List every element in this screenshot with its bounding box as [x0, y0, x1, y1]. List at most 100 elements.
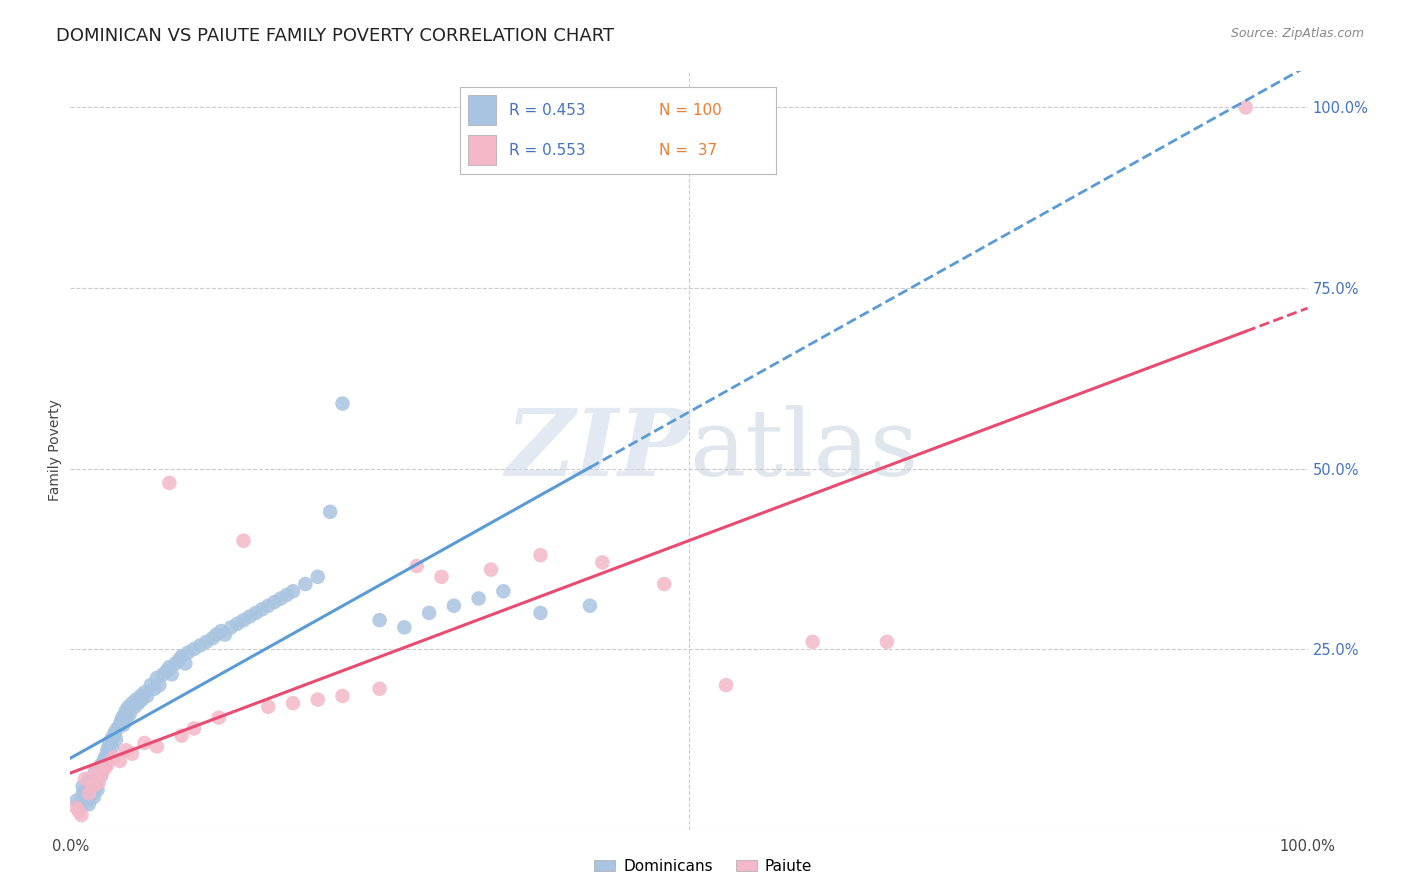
Point [82, 782, 104, 797]
Point [72, 787, 94, 801]
Point [170, 729, 193, 743]
Point [430, 570, 453, 584]
Point [96, 743, 118, 757]
Point [125, 692, 148, 706]
Point [209, 624, 232, 638]
Point [876, 635, 898, 649]
Legend: Dominicans, Paiute: Dominicans, Paiute [588, 853, 818, 880]
Point [90, 757, 112, 772]
Point [394, 620, 416, 634]
Point [103, 729, 125, 743]
Y-axis label: Family Poverty: Family Poverty [48, 400, 62, 501]
Point [245, 606, 267, 620]
Point [579, 599, 602, 613]
Point [165, 657, 187, 671]
Point [89, 764, 111, 779]
Text: Source: ZipAtlas.com: Source: ZipAtlas.com [1230, 27, 1364, 40]
Point [84, 772, 107, 786]
Point [257, 699, 280, 714]
Point [443, 599, 465, 613]
Point [77, 787, 100, 801]
Point [94, 750, 117, 764]
Point [96, 757, 118, 772]
Point [177, 646, 200, 660]
Point [492, 584, 515, 599]
Point [84, 764, 107, 779]
Point [232, 533, 254, 548]
Point [91, 761, 114, 775]
Point [127, 696, 149, 710]
Point [157, 475, 180, 490]
Point [77, 797, 100, 812]
Point [84, 775, 107, 789]
Point [405, 559, 427, 574]
Point [118, 706, 141, 721]
Point [67, 805, 90, 819]
Point [100, 732, 122, 747]
Point [307, 570, 329, 584]
Point [205, 627, 228, 641]
Point [69, 801, 91, 815]
Point [108, 754, 131, 768]
Point [82, 779, 104, 793]
Point [90, 768, 112, 782]
Point [87, 761, 110, 775]
Point [208, 711, 231, 725]
Point [76, 794, 98, 808]
Point [652, 577, 675, 591]
Point [115, 711, 138, 725]
Point [146, 739, 169, 754]
Point [117, 699, 139, 714]
Point [714, 678, 737, 692]
Point [105, 722, 128, 736]
Point [75, 772, 97, 786]
Point [201, 631, 224, 645]
Point [86, 768, 108, 782]
Point [183, 642, 205, 657]
Point [1234, 100, 1257, 114]
Point [93, 754, 115, 768]
Point [332, 396, 354, 410]
Point [591, 555, 613, 569]
Point [219, 620, 242, 634]
Point [77, 772, 100, 786]
Point [160, 667, 183, 681]
Point [529, 548, 551, 562]
Point [226, 616, 249, 631]
Point [108, 718, 131, 732]
Point [80, 779, 103, 793]
Point [143, 681, 166, 696]
Point [110, 714, 132, 729]
Point [79, 775, 101, 789]
Point [115, 743, 138, 757]
Point [72, 779, 94, 793]
Point [257, 599, 280, 613]
Point [87, 775, 110, 789]
Point [129, 689, 152, 703]
Point [83, 790, 105, 805]
Point [152, 667, 174, 681]
Point [103, 750, 125, 764]
Point [98, 736, 121, 750]
Point [156, 664, 179, 678]
Point [214, 627, 236, 641]
Point [70, 808, 93, 822]
Point [250, 602, 273, 616]
Point [105, 732, 128, 747]
Point [232, 613, 254, 627]
Point [479, 563, 502, 577]
Point [94, 761, 117, 775]
Point [111, 711, 134, 725]
Point [115, 703, 138, 717]
Point [139, 678, 162, 692]
Point [239, 609, 262, 624]
Point [195, 635, 218, 649]
Text: atlas: atlas [689, 406, 918, 495]
Point [170, 649, 193, 664]
Point [263, 595, 285, 609]
Point [96, 754, 118, 768]
Point [146, 671, 169, 685]
Point [96, 747, 118, 761]
Text: ZIP: ZIP [505, 406, 689, 495]
Point [157, 660, 180, 674]
